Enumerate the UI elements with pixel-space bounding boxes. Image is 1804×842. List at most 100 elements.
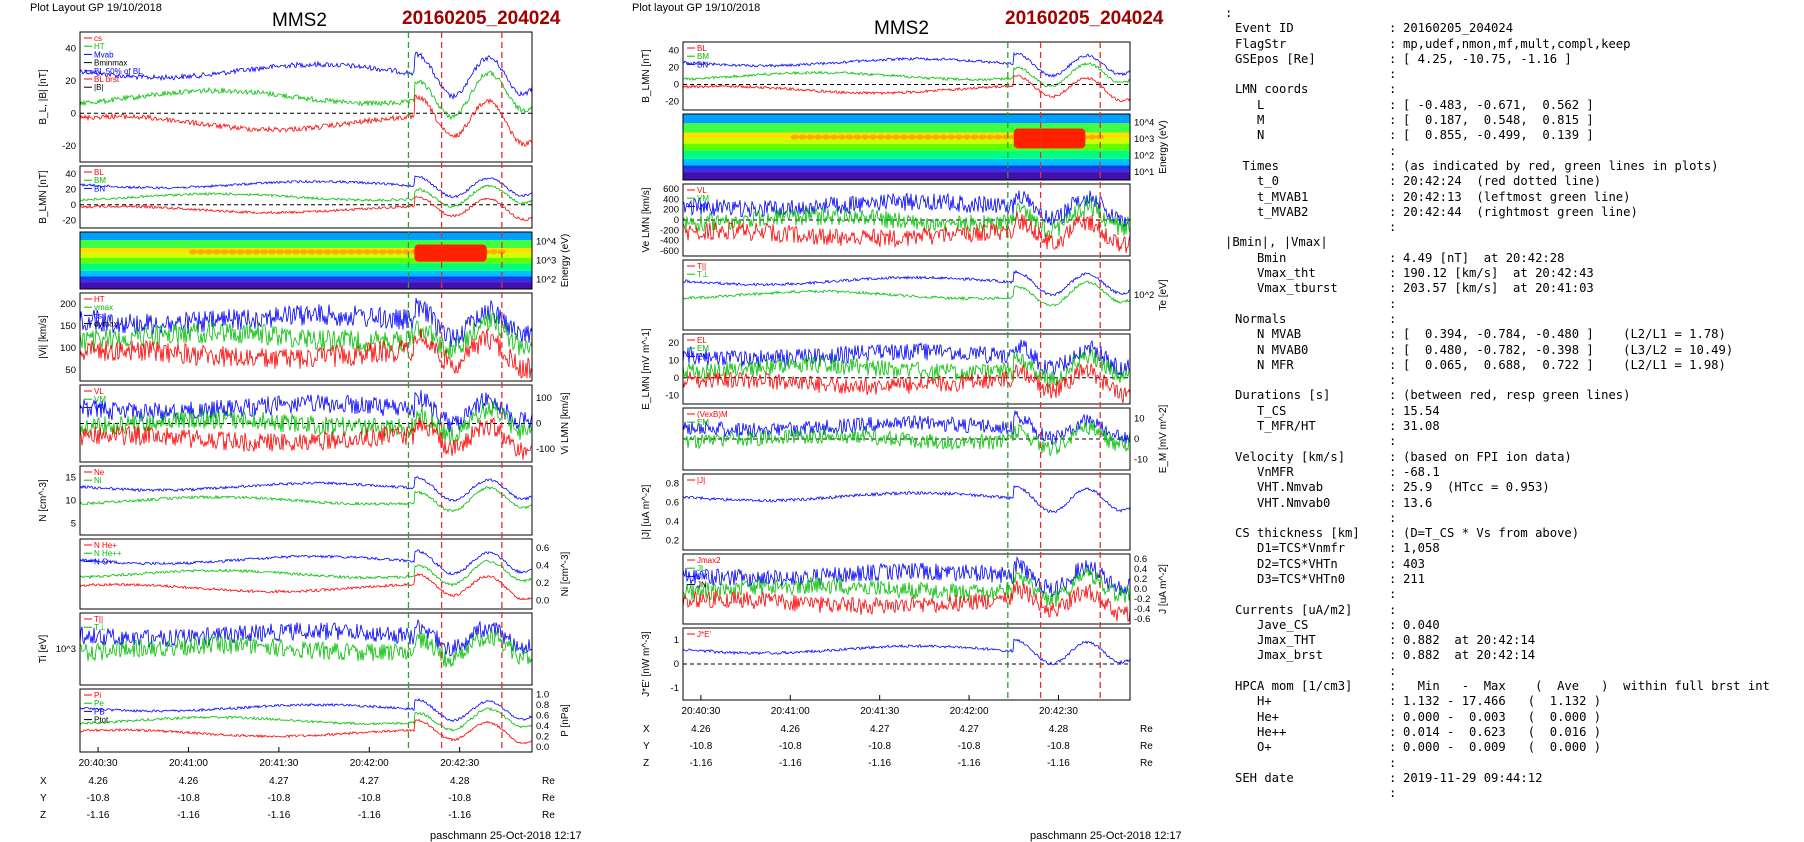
orbit-value: -1.16 — [868, 758, 891, 769]
y-tick-label: -10 — [665, 390, 679, 401]
info-row: : — [1225, 220, 1800, 235]
info-value: 25.9 (HTcc = 0.953) — [1403, 480, 1550, 495]
y-tick-label: 200 — [663, 205, 679, 216]
info-row: : — [1225, 67, 1800, 82]
series-line — [682, 363, 1131, 404]
y-axis-label: P [nPa] — [560, 704, 571, 737]
y-tick-label: 600 — [663, 184, 679, 195]
series-line — [79, 297, 533, 348]
panel-background — [683, 474, 1130, 550]
legend-label: N O+ — [94, 557, 113, 566]
legend-label: T⊥ — [697, 270, 709, 279]
series-line — [79, 401, 533, 446]
info-label: LMN coords — [1235, 82, 1309, 97]
orbit-value: -10.8 — [448, 793, 471, 804]
y-axis-label: B_LMN [nT] — [641, 49, 652, 103]
orbit-value: -10.8 — [177, 793, 200, 804]
spectrogram-band — [683, 150, 1130, 159]
info-colon: : — [1389, 419, 1397, 434]
orbit-value: -1.16 — [958, 758, 981, 769]
info-label: L — [1235, 97, 1265, 112]
info-row: VHT.Nmvab0:13.6 — [1225, 496, 1800, 511]
series-line — [79, 70, 533, 121]
y-tick-label: 10^1 — [1134, 167, 1154, 178]
series-line — [79, 698, 533, 722]
info-colon: : — [1389, 556, 1397, 571]
legend-label: EM — [697, 418, 709, 427]
y-tick-label: -20 — [62, 215, 76, 226]
spectrogram-patch — [307, 249, 316, 255]
spectrogram-band — [80, 253, 532, 258]
spectrogram-patch — [489, 249, 498, 255]
info-label: Jmax_brst — [1235, 648, 1324, 663]
info-value: 0.014 - 0.623 ( 0.016 ) — [1403, 724, 1602, 739]
y-tick-label: 10^3 — [536, 256, 556, 267]
footer-credit-right: paschmann 25-Oct-2018 12:17 — [1030, 830, 1182, 842]
info-row: He+:0.000 - 0.003 ( 0.000 ) — [1225, 710, 1800, 725]
legend-label: VN — [94, 403, 105, 412]
y-tick-label: 10^4 — [536, 237, 556, 248]
orbit-row-label: Y — [643, 741, 650, 752]
x-tick-label: 20:42:00 — [350, 758, 389, 769]
y-tick-label: 10 — [1134, 413, 1145, 424]
info-label: D1=TCS*Vnmfr — [1235, 541, 1346, 556]
info-label: N — [1235, 128, 1265, 143]
y-tick-label: 0.0 — [536, 742, 549, 753]
info-value: [ 4.25, -10.75, -1.16 ] — [1403, 51, 1572, 66]
spectrogram-band — [683, 123, 1130, 133]
spectrogram-noise — [80, 278, 532, 289]
legend-label: N He+ — [94, 541, 117, 550]
y-tick-label: -0.6 — [1134, 614, 1150, 625]
series-line — [682, 197, 1131, 241]
y-axis-label: Ve LMN [km/s] — [641, 187, 652, 252]
y-tick-label: 0 — [536, 419, 541, 430]
spectrogram-patch — [994, 134, 1003, 140]
legend-label: EM — [697, 344, 709, 353]
y-axis-label: |J| [uA m^-2] — [641, 484, 652, 539]
spectrogram-patch — [323, 249, 332, 255]
legend-label: VM — [697, 194, 709, 203]
spectrogram-patch — [923, 134, 932, 140]
series-line — [79, 476, 533, 502]
info-row: N MFR: [ 0.065, 0.688, 0.722 ] (L2/L1 = 1… — [1225, 358, 1800, 373]
info-label: N MFR — [1235, 357, 1294, 372]
spectrogram-patch — [378, 249, 387, 255]
info-row: Currents [uA/m2]: — [1225, 603, 1800, 618]
orbit-value: -10.8 — [1047, 741, 1070, 752]
plot-layout-label-left: Plot Layout GP 19/10/2018 — [30, 2, 162, 14]
y-axis-label: B_LMN [nT] — [38, 170, 49, 224]
y-tick-label: 20 — [668, 63, 679, 74]
y-tick-label: 0.0 — [536, 595, 549, 606]
info-label: M — [1235, 113, 1265, 128]
info-colon: : — [1389, 357, 1397, 372]
series-line — [682, 567, 1131, 608]
orbit-value: -10.8 — [958, 741, 981, 752]
y-tick-label: 0.6 — [536, 543, 549, 554]
spectrogram-patch — [244, 249, 253, 255]
spectrogram-patch — [276, 249, 285, 255]
info-value: 15.54 — [1403, 403, 1440, 418]
spectrogram-patch — [900, 134, 909, 140]
info-value: 20160205_204024 — [1403, 21, 1514, 36]
legend-label: EN — [697, 352, 708, 361]
info-value: [ 0.394, -0.784, -0.480 ] (L2/L1 = 1.78) — [1403, 327, 1726, 342]
info-row: : — [1225, 511, 1800, 526]
info-row: : — [1225, 373, 1800, 388]
y-tick-label: -0.2 — [1134, 594, 1150, 605]
orbit-value: -1.16 — [689, 758, 712, 769]
legend-label: J*E' — [697, 630, 711, 639]
info-colon: : — [1389, 510, 1397, 525]
info-value: (between red, resp green lines) — [1403, 388, 1631, 403]
orbit-value: 4.27 — [959, 724, 979, 735]
legend-label: dvmax — [94, 320, 118, 329]
info-colon: : — [1389, 21, 1397, 36]
y-axis-label: B_L, |B| [nT] — [38, 69, 49, 124]
panel-background — [683, 42, 1130, 110]
info-value: 31.08 — [1403, 419, 1440, 434]
spectrogram-patch — [892, 134, 901, 140]
orbit-value: -1.16 — [358, 810, 381, 821]
info-label: |Bmin|, |Vmax| — [1225, 235, 1328, 250]
y-tick-label: 0.4 — [666, 517, 679, 528]
orbit-value: -1.16 — [267, 810, 290, 821]
